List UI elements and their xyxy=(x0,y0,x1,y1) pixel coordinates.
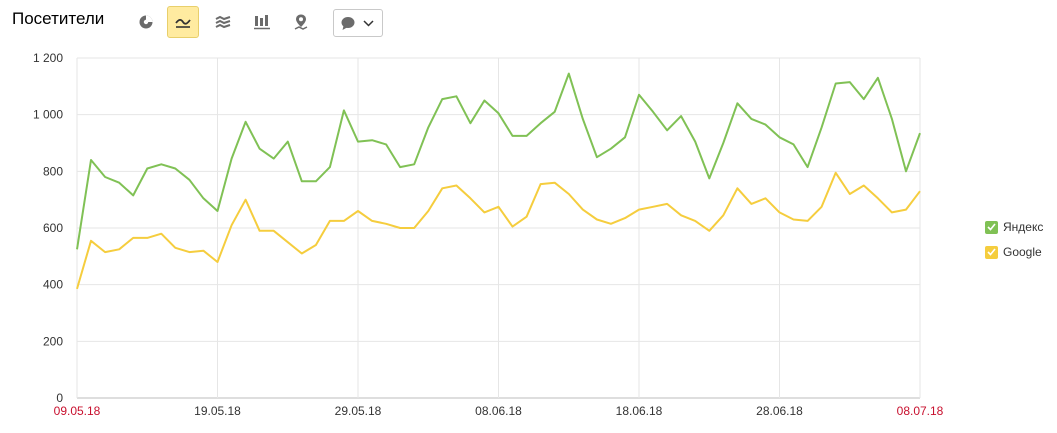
page-title: Посетители xyxy=(12,9,105,28)
line-chart-icon xyxy=(175,18,191,28)
chart-legend: Яндекс Google xyxy=(985,219,1043,269)
x-tick-label: 18.06.18 xyxy=(616,404,663,418)
map-icon xyxy=(294,14,308,30)
area-chart-button[interactable] xyxy=(207,6,239,38)
bar-chart-icon xyxy=(254,15,270,30)
y-tick-label: 600 xyxy=(43,221,63,235)
annotations-dropdown[interactable] xyxy=(333,9,383,37)
series-line-google xyxy=(76,171,921,290)
legend-label: Яндекс xyxy=(1003,220,1044,234)
y-tick-label: 800 xyxy=(43,164,63,178)
y-tick-label: 200 xyxy=(43,334,63,348)
y-tick-label: 0 xyxy=(56,391,63,405)
y-tick-label: 400 xyxy=(43,278,63,292)
x-tick-label: 09.05.18 xyxy=(54,404,101,418)
checkbox-checked-icon xyxy=(985,245,998,259)
series-line-yandex xyxy=(76,72,921,250)
bar-chart-button[interactable] xyxy=(246,6,278,38)
area-chart-icon xyxy=(215,15,231,29)
y-tick-label: 1 000 xyxy=(33,108,63,122)
x-tick-label: 08.06.18 xyxy=(475,404,522,418)
chevron-down-icon xyxy=(363,19,374,27)
x-tick-label: 29.05.18 xyxy=(335,404,382,418)
x-tick-label: 08.07.18 xyxy=(897,404,944,418)
map-button[interactable] xyxy=(285,6,317,38)
x-tick-label: 19.05.18 xyxy=(194,404,241,418)
line-chart-button[interactable] xyxy=(167,6,199,38)
pie-chart-icon xyxy=(139,15,153,29)
legend-label: Google xyxy=(1003,245,1042,259)
x-tick-label: 28.06.18 xyxy=(756,404,803,418)
speech-bubble-icon xyxy=(341,16,355,30)
y-tick-label: 1 200 xyxy=(33,51,63,65)
checkbox-checked-icon xyxy=(985,220,998,234)
legend-item-google[interactable]: Google xyxy=(985,244,1043,260)
legend-item-yandex[interactable]: Яндекс xyxy=(985,219,1043,235)
pie-chart-button[interactable] xyxy=(130,6,162,38)
